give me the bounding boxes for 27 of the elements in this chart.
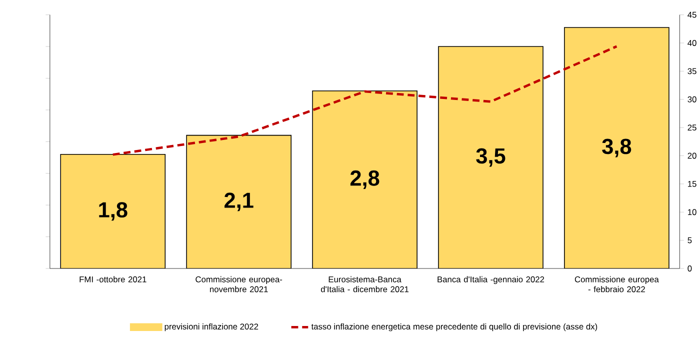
data-label: 2,8 xyxy=(350,170,380,190)
data-label: 2,1 xyxy=(224,192,254,212)
data-label: 3,5 xyxy=(476,148,506,167)
data-label: 1,8 xyxy=(99,202,128,221)
y2-tick-label: 5 xyxy=(688,238,692,244)
y2-tick-label: 35 xyxy=(688,68,696,74)
x-tick-label: FMI -ottobre 2021 xyxy=(80,276,146,283)
y2-tick-label: 30 xyxy=(688,96,696,103)
legend-label: tasso inflazione energetica mese precedente di quello di previsione (asse dx) xyxy=(311,324,598,332)
bar xyxy=(60,154,166,269)
data-label: 3,8 xyxy=(602,138,632,158)
legend-label: previsioni inflazione 2022 xyxy=(164,324,258,332)
y2-tick-label: 25 xyxy=(688,124,696,131)
bar xyxy=(564,27,670,269)
x-tick-label: Commissione europea - febbraio 2022 xyxy=(574,276,659,292)
bar xyxy=(312,90,418,269)
x-tick-label: Commissione europea-novembre 2021 xyxy=(196,276,282,292)
y2-tick-label: 45 xyxy=(688,12,696,18)
y2-tick-label: 40 xyxy=(688,40,696,46)
y2-tick-label: 15 xyxy=(688,181,696,188)
x-tick-label: Banca d'Italia -gennaio 2022 xyxy=(438,276,544,284)
bar xyxy=(186,135,292,269)
y2-tick-label: 20 xyxy=(688,153,696,159)
x-tick-label: Eurosistema-Banca d'Italia - dicembre 2021 xyxy=(320,276,409,292)
y2-tick-label: 0 xyxy=(688,266,692,272)
y2-tick-label: 10 xyxy=(688,209,696,216)
bar xyxy=(438,46,544,269)
